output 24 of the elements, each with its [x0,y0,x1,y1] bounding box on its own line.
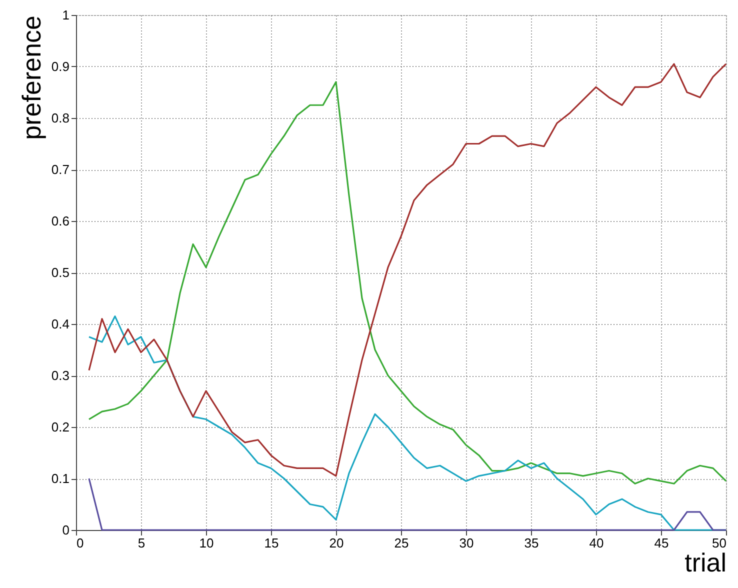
y-tick-label: 0.9 [51,59,70,74]
y-tick-label: 0.8 [51,110,70,126]
x-tick-label: 45 [654,536,669,550]
x-tick-label: 5 [138,536,146,550]
y-tick-label: 0.6 [51,214,70,228]
x-tick-label: 40 [589,536,604,550]
x-tick-label: 50 [712,536,726,550]
x-axis-title: trial [684,548,726,578]
y-tick-label: 0.2 [51,420,70,434]
y-axis-title: preference [16,16,46,140]
x-tick-label: 35 [524,536,539,550]
y-tick-label: 1 [62,8,70,22]
x-tick-label: 25 [394,536,409,550]
y-tick-label: 0.4 [51,316,70,332]
y-tick-label: 0.3 [51,368,70,383]
y-tick-label: 0 [62,522,70,538]
x-tick-label: 20 [329,536,344,550]
x-tick-label: 10 [199,536,214,550]
x-tick-label: 0 [76,536,84,550]
y-tick-label: 0.7 [51,162,70,177]
y-tick-label: 0.5 [51,265,70,280]
y-tick-label: 0.1 [51,471,70,486]
x-tick-label: 30 [459,536,474,550]
x-tick-label: 15 [264,536,279,550]
